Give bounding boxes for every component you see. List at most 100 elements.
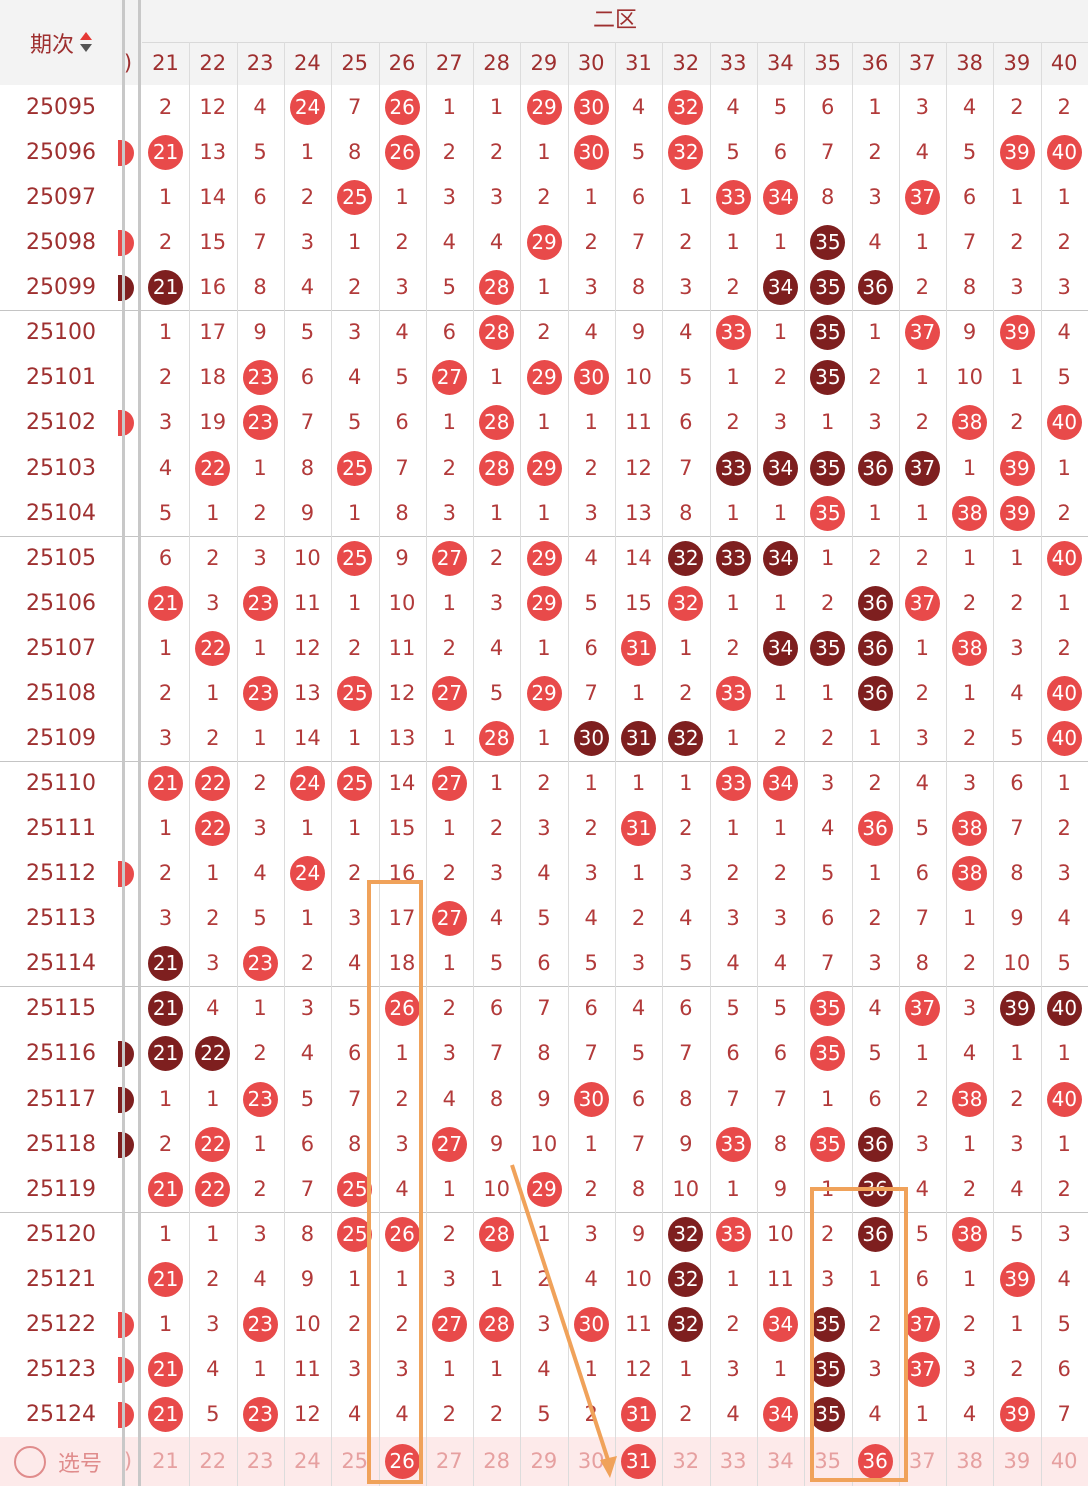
drawn-number-ball: 39: [999, 135, 1035, 171]
miss-count-cell: 7: [679, 455, 693, 480]
selectable-number[interactable]: 24: [294, 1449, 321, 1473]
miss-count-cell: 2: [915, 275, 929, 300]
selected-number-ball[interactable]: 36: [857, 1444, 893, 1479]
drawn-number-ball: 27: [431, 675, 467, 711]
column-header: 22: [199, 51, 227, 75]
column-header: 29: [530, 51, 558, 75]
miss-count-cell: 11: [388, 635, 416, 660]
selectable-number[interactable]: 22: [199, 1449, 227, 1473]
miss-count-cell: 5: [915, 1221, 929, 1246]
miss-count-cell: 2: [489, 545, 504, 570]
miss-count-cell: 2: [206, 1266, 220, 1291]
miss-count-cell: 5: [868, 1041, 882, 1066]
selectable-number[interactable]: 37: [908, 1449, 936, 1473]
drawn-number-ball: 28: [479, 270, 515, 306]
miss-count-cell: 1: [253, 996, 267, 1021]
prev-column-ball-fragment: [118, 410, 134, 437]
column-header: 36: [861, 51, 889, 75]
period-number: 25118: [26, 1131, 96, 1157]
miss-count-cell: 11: [767, 1266, 794, 1291]
selectable-number[interactable]: 39: [1003, 1449, 1031, 1473]
miss-count-cell: 15: [625, 590, 652, 615]
miss-count-cell: 2: [206, 906, 220, 931]
drawn-number-ball: 22: [195, 766, 231, 802]
miss-count-cell: 1: [206, 1086, 220, 1111]
selectable-number[interactable]: 40: [1050, 1449, 1078, 1473]
miss-count-cell: 7: [1010, 816, 1024, 841]
drawn-number-ball: 36: [857, 1216, 893, 1252]
miss-count-cell: 4: [395, 320, 409, 345]
period-number: 25113: [26, 906, 96, 932]
miss-count-cell: 18: [388, 951, 416, 976]
sort-icon[interactable]: [80, 31, 92, 54]
miss-count-cell: 8: [489, 1086, 504, 1111]
miss-count-cell: 2: [821, 725, 835, 750]
table-row: 25111 1 22 3 1 1 15 1 2 3 2 31 2 1 1 4 36 5 38 7 2: [0, 806, 1088, 851]
selected-number-ball[interactable]: 31: [621, 1444, 657, 1479]
miss-count-cell: 3: [821, 1266, 835, 1291]
miss-count-cell: 2: [584, 1176, 598, 1201]
prev-column-ball-fragment: [118, 1041, 134, 1068]
miss-count-cell: 3: [584, 861, 598, 886]
miss-count-cell: 2: [868, 140, 882, 165]
miss-count-cell: 1: [962, 455, 977, 480]
miss-count-cell: 7: [300, 410, 315, 435]
miss-count-cell: 4: [1057, 1266, 1071, 1291]
selectable-number[interactable]: 21: [152, 1449, 179, 1473]
drawn-number-ball: 31: [621, 811, 657, 847]
miss-count-cell: 2: [1057, 230, 1071, 255]
drawn-number-ball: 35: [810, 360, 846, 396]
miss-count-cell: 9: [679, 1131, 693, 1156]
selectable-number[interactable]: 30: [577, 1449, 605, 1473]
period-number: 25099: [26, 275, 96, 301]
miss-count-cell: 5: [773, 996, 788, 1021]
miss-count-cell: 3: [1057, 1221, 1071, 1246]
selectable-number[interactable]: 34: [767, 1449, 794, 1473]
column-divider: [804, 42, 805, 1486]
miss-count-cell: 2: [773, 725, 788, 750]
selected-number-ball[interactable]: 26: [384, 1444, 420, 1479]
miss-count-cell: 1: [584, 410, 598, 435]
miss-count-cell: 1: [773, 816, 788, 841]
miss-count-cell: 1: [442, 95, 456, 119]
miss-count-cell: 2: [395, 230, 409, 255]
miss-count-cell: 3: [868, 410, 882, 435]
prev-column-fragment: ): [123, 1449, 133, 1473]
miss-count-cell: 1: [915, 1041, 929, 1066]
miss-count-cell: 5: [1057, 1311, 1071, 1336]
table-row: 25100 1 17 9 5 3 4 6 28 2 4 9 4 33 1 35 1 37 9 39 4: [0, 310, 1088, 355]
prev-column-ball-fragment: [118, 1356, 134, 1383]
selectable-number[interactable]: 35: [814, 1449, 842, 1473]
miss-count-cell: 6: [584, 996, 598, 1021]
miss-count-cell: 2: [442, 455, 456, 480]
selectable-number[interactable]: 32: [672, 1449, 700, 1473]
selectable-number[interactable]: 38: [956, 1449, 983, 1473]
miss-count-cell: 6: [300, 1131, 315, 1156]
miss-count-cell: 1: [348, 816, 362, 841]
annotation-box-col-26: [367, 880, 423, 1484]
selectable-number[interactable]: 33: [719, 1449, 747, 1473]
select-numbers-toggle[interactable]: 选号: [14, 1437, 102, 1486]
miss-count-cell: 1: [679, 185, 693, 210]
miss-count-cell: 2: [584, 230, 598, 255]
miss-count-cell: 9: [300, 1266, 315, 1291]
column-header: 34: [767, 51, 794, 75]
selectable-number[interactable]: 23: [246, 1449, 274, 1473]
miss-count-cell: 3: [253, 816, 267, 841]
drawn-number-ball: 24: [290, 856, 326, 892]
period-column-header[interactable]: 期次: [0, 0, 122, 85]
miss-count-cell: 6: [631, 185, 646, 210]
miss-count-cell: 8: [962, 275, 977, 300]
column-header: 24: [294, 51, 321, 75]
selectable-number[interactable]: 25: [341, 1449, 369, 1473]
selectable-number[interactable]: 27: [435, 1449, 463, 1473]
selectable-number[interactable]: 29: [530, 1449, 558, 1473]
radio-circle-icon[interactable]: [14, 1445, 46, 1478]
miss-count-cell: 2: [1057, 635, 1071, 660]
selectable-number[interactable]: 28: [483, 1449, 510, 1473]
drawn-number-ball: 21: [148, 270, 184, 306]
miss-count-cell: 1: [773, 680, 788, 705]
miss-count-cell: 3: [442, 500, 456, 525]
zone-separator: [138, 0, 141, 1486]
miss-count-cell: 2: [726, 861, 740, 886]
